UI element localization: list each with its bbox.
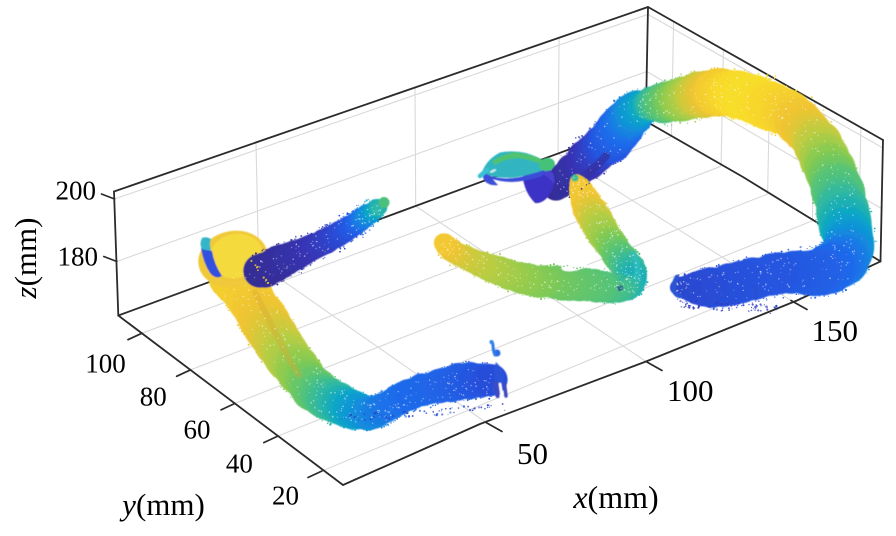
svg-text:40: 40 bbox=[226, 448, 253, 478]
svg-text:150: 150 bbox=[811, 313, 858, 348]
svg-text:200: 200 bbox=[56, 176, 97, 206]
svg-text:z(mm): z(mm) bbox=[8, 218, 43, 300]
svg-text:60: 60 bbox=[184, 414, 211, 444]
svg-text:100: 100 bbox=[667, 373, 714, 408]
svg-text:80: 80 bbox=[140, 381, 167, 411]
svg-text:x(mm): x(mm) bbox=[572, 479, 658, 515]
svg-text:50: 50 bbox=[517, 436, 548, 471]
svg-text:100: 100 bbox=[85, 349, 126, 379]
svg-text:20: 20 bbox=[272, 481, 299, 511]
svg-text:180: 180 bbox=[58, 242, 99, 272]
svg-text:y(mm): y(mm) bbox=[119, 487, 205, 522]
